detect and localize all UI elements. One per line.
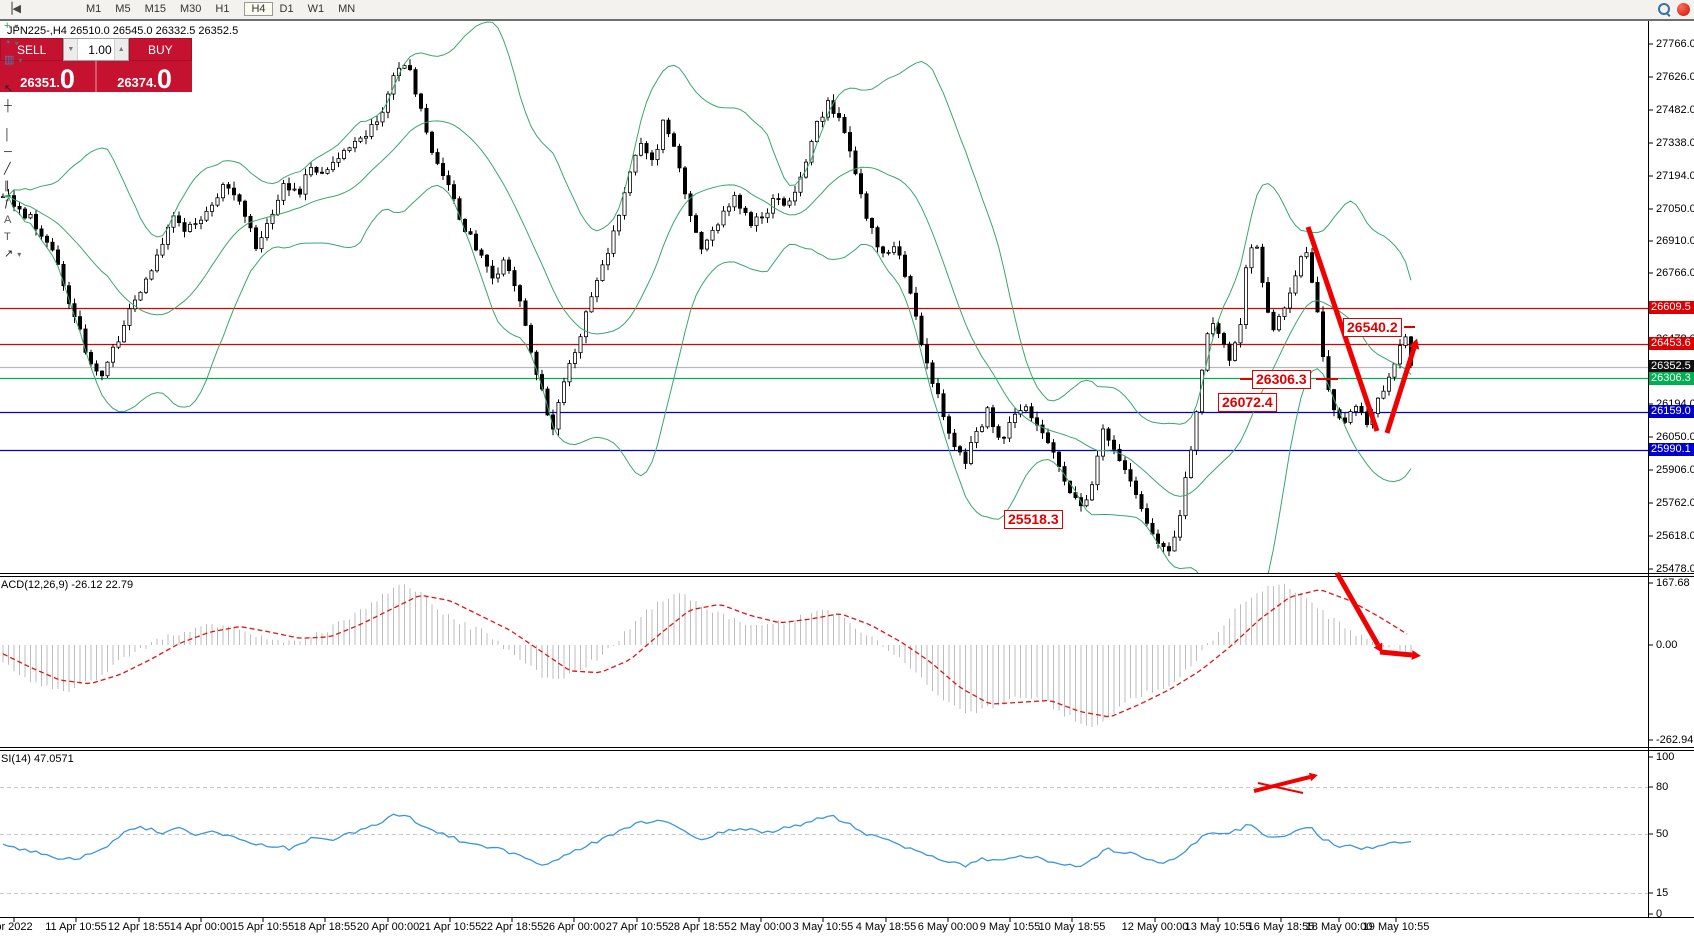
chart-title: JPN225-,H4 26510.0 26545.0 26332.5 26352… (7, 25, 239, 37)
search-icon[interactable] (1658, 3, 1671, 17)
bollinger-middle-band (2, 120, 1412, 497)
periods-button[interactable]: ◔ ▾ (0, 35, 79, 52)
timeframe-m1-button[interactable]: M1 (86, 3, 102, 15)
rsi-line (2, 813, 1412, 868)
trendline-icon: ╱ (4, 163, 11, 175)
arrows-button[interactable]: ↗ ▾ (0, 246, 79, 263)
sell-button[interactable]: SELL (0, 38, 64, 61)
timeframe-d1-button[interactable]: D1 (279, 3, 294, 15)
notifications-icon[interactable] (1677, 3, 1690, 16)
fibonacci-icon: ƒ (4, 197, 11, 209)
crosshair-icon: ┼ (4, 100, 12, 112)
buy-button[interactable]: BUY (128, 38, 192, 61)
text-button[interactable]: A (0, 212, 79, 229)
candles (0, 59, 1414, 557)
indicators-icon: + (4, 20, 11, 32)
horizontal-line-button[interactable]: ─ (0, 144, 79, 161)
bollinger-lower-band (2, 184, 1412, 573)
rsi-indicator-label: SI(14) 47.0571 (1, 753, 74, 765)
horizontal-line-icon: ─ (4, 146, 12, 158)
buy-price-big-digit: 0 (156, 64, 172, 94)
channel-icon: ∥ (4, 180, 10, 192)
sell-price[interactable]: 26351. 0 (0, 61, 95, 94)
indicators-button[interactable]: + ▾ (0, 18, 79, 35)
templates-icon: ▥ (4, 54, 15, 66)
sell-price-big-digit: 0 (59, 64, 75, 94)
volume-input[interactable]: ▼ 1.00 ▲ (63, 38, 129, 61)
crosshair-button[interactable]: ┼ (0, 98, 79, 115)
chevron-down-icon: ▾ (14, 39, 19, 48)
vertical-line-button[interactable]: │ (0, 127, 79, 144)
macd-layer (2, 583, 1412, 728)
timeframe-mn-button[interactable]: MN (338, 3, 356, 15)
macd-signal-line (2, 589, 1408, 718)
timeframe-m30-button[interactable]: M30 (179, 3, 202, 15)
timeframe-m5-button[interactable]: M5 (115, 3, 131, 15)
chevron-down-icon: ▾ (17, 250, 22, 259)
trendline-button[interactable]: ╱ (0, 161, 79, 178)
templates-button[interactable]: ▥ ▾ (0, 52, 79, 69)
text-icon: A (4, 214, 12, 226)
toolbar: ▦⊞New Order◩▤◉▶AutoTrading║▮╱⊕⊖⊞▶▏▕◀+▾◔▾… (0, 0, 1694, 260)
annotation-arrows (1240, 226, 1421, 794)
cursor-button[interactable]: ↖ (0, 81, 79, 98)
price-divider (95, 61, 97, 92)
macd-indicator-label: ACD(12,26,9) -26.12 22.79 (1, 579, 134, 591)
buy-price[interactable]: 26374. 0 (97, 61, 192, 94)
volume-down-stepper[interactable]: ▼ (64, 39, 79, 60)
timeframe-h1-button[interactable]: H1 (215, 3, 230, 15)
buy-price-main: 26374. (117, 75, 157, 90)
timeframe-w1-button[interactable]: W1 (307, 3, 325, 15)
cursor-icon: ↖ (4, 83, 14, 95)
toolbar-right (1658, 3, 1694, 17)
volume-value[interactable]: 1.00 (88, 42, 112, 57)
one-click-trading-panel: SELL ▼ 1.00 ▲ BUY 26351. 0 26374. 0 (0, 38, 192, 94)
periods-icon: ◔ (4, 37, 11, 49)
toolbar-buttons: ▦⊞New Order◩▤◉▶AutoTrading║▮╱⊕⊖⊞▶▏▕◀+▾◔▾… (0, 0, 79, 275)
chevron-down-icon: ▾ (18, 56, 23, 65)
bollinger-upper-band (2, 21, 1412, 425)
rsi-layer (0, 787, 1648, 894)
vertical-line-icon: │ (4, 129, 11, 141)
channel-button[interactable]: ∥ (0, 178, 79, 195)
volume-up-stepper[interactable]: ▲ (113, 39, 128, 60)
main-chart-layer (0, 21, 1648, 573)
chart-shift-button[interactable]: ▕◀ (0, 1, 79, 18)
fibonacci-button[interactable]: ƒ (0, 195, 79, 212)
text-label-button[interactable]: T (0, 229, 79, 246)
timeframe-h4-button[interactable]: H4 (244, 2, 273, 16)
arrows-icon: ↗ (4, 248, 14, 260)
chevron-down-icon: ▾ (14, 22, 19, 31)
timeframe-toolbar: M1 M5 M15 M30 H1 H4 D1 W1 MN (79, 2, 362, 17)
sell-price-main: 26351. (20, 75, 60, 90)
chart-shift-icon: ▕◀ (4, 3, 21, 15)
text-label-icon: T (4, 231, 11, 243)
timeframe-m15-button[interactable]: M15 (144, 3, 166, 15)
